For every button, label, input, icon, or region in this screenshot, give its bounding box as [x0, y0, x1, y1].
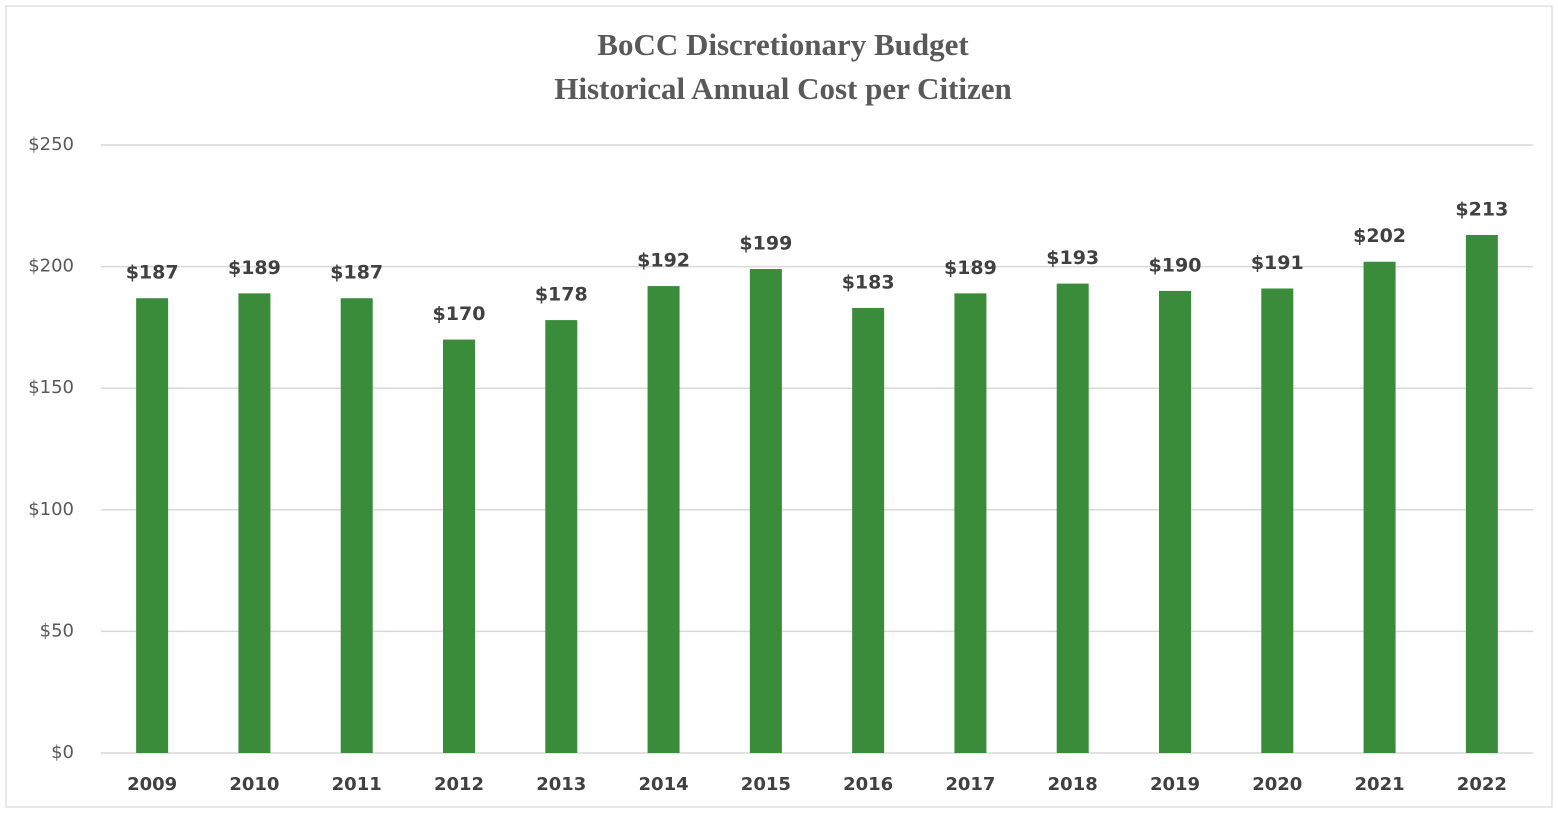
bar — [1465, 234, 1498, 753]
bar — [443, 339, 475, 753]
x-tick-label: 2017 — [945, 774, 995, 795]
data-label: $187 — [126, 262, 179, 284]
data-label: $202 — [1353, 225, 1406, 247]
bar — [1159, 290, 1191, 753]
y-tick-label: $50 — [40, 620, 74, 641]
y-tick-label: $150 — [28, 377, 74, 398]
x-tick-label: 2020 — [1252, 774, 1302, 795]
bar — [545, 320, 578, 753]
data-label: $190 — [1149, 254, 1202, 276]
data-label: $189 — [228, 257, 281, 279]
bar — [1363, 261, 1396, 753]
x-tick-label: 2010 — [229, 774, 279, 795]
x-tick-label: 2013 — [536, 774, 586, 795]
x-tick-label: 2022 — [1457, 774, 1507, 795]
x-tick-label: 2016 — [843, 774, 893, 795]
data-label: $187 — [330, 262, 383, 284]
y-tick-label: $200 — [28, 256, 74, 277]
bar — [1261, 288, 1294, 753]
data-label: $178 — [535, 284, 588, 306]
x-tick-label: 2012 — [434, 774, 484, 795]
data-label: $213 — [1455, 198, 1508, 220]
bar — [954, 293, 987, 753]
chart-title: BoCC Discretionary Budget — [597, 27, 969, 62]
data-label: $170 — [433, 303, 486, 325]
bar — [852, 307, 885, 753]
bar — [238, 293, 271, 753]
x-tick-label: 2014 — [639, 774, 689, 795]
y-tick-label: $0 — [51, 742, 74, 763]
bar — [749, 269, 782, 753]
data-label: $183 — [842, 271, 895, 293]
bar — [340, 298, 373, 753]
x-tick-label: 2009 — [127, 774, 177, 795]
bar — [1056, 283, 1089, 753]
data-label: $192 — [637, 250, 690, 272]
data-label: $199 — [739, 233, 792, 255]
y-tick-label: $100 — [28, 499, 74, 520]
x-tick-label: 2015 — [741, 774, 791, 795]
y-tick-label: $250 — [28, 134, 74, 155]
x-tick-label: 2018 — [1048, 774, 1098, 795]
data-label: $189 — [944, 257, 997, 279]
chart-subtitle: Historical Annual Cost per Citizen — [554, 71, 1012, 106]
x-tick-label: 2019 — [1150, 774, 1200, 795]
x-tick-label: 2021 — [1355, 774, 1405, 795]
bar — [136, 298, 169, 753]
data-label: $191 — [1251, 252, 1304, 274]
bar — [647, 286, 680, 753]
data-label: $193 — [1046, 247, 1099, 269]
x-tick-label: 2011 — [332, 774, 382, 795]
